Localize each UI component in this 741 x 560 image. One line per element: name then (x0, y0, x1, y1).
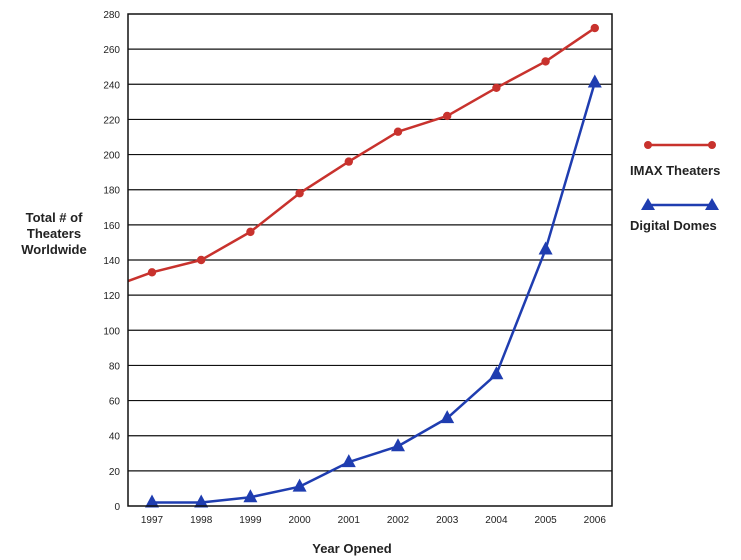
y-tick-label: 220 (103, 115, 120, 126)
y-axis-ticks: 0 20 40 60 80 100 120 140 160 180 200 220 240 260 280 (103, 10, 120, 513)
data-point (541, 57, 550, 66)
x-tick-label: 2001 (338, 515, 361, 526)
data-point (489, 366, 504, 380)
data-point (344, 157, 353, 166)
series-group (127, 23, 602, 508)
grid-lines (128, 48, 612, 472)
y-tick-label: 160 (103, 221, 120, 232)
legend-domes-marker-left (641, 198, 655, 210)
data-point (538, 241, 553, 255)
data-point (295, 189, 304, 198)
data-point (341, 454, 356, 468)
x-axis-ticks: 1997 1998 1999 2000 2001 2002 2003 2004 2005 2006 (141, 515, 606, 526)
y-tick-label: 280 (103, 10, 120, 21)
y-tick-label: 60 (109, 397, 121, 408)
data-point (292, 478, 307, 492)
data-point (197, 255, 206, 265)
data-point (391, 438, 405, 452)
y-tick-label: 180 (103, 186, 120, 197)
legend-domes-marker-right (705, 198, 719, 210)
data-point (246, 227, 255, 237)
x-tick-label: 2003 (436, 515, 459, 526)
data-point (194, 494, 209, 508)
data-point (393, 127, 403, 136)
legend-imax-label: IMAX Theaters (630, 163, 720, 178)
plot-frame (127, 13, 613, 507)
data-point (440, 410, 455, 424)
y-tick-label: 240 (103, 80, 120, 91)
y-tick-label: 120 (103, 291, 120, 302)
data-point (147, 268, 157, 277)
x-tick-label: 2000 (288, 515, 311, 526)
data-point (145, 494, 159, 508)
y-tick-label: 260 (103, 45, 120, 56)
y-tick-label: 40 (109, 432, 121, 443)
legend-imax-marker-right (708, 141, 716, 149)
series-line-1 (152, 82, 596, 504)
data-point (492, 83, 501, 93)
y-axis-title-line-2: Theaters (27, 226, 81, 241)
legend-domes-label: Digital Domes (630, 218, 717, 233)
y-axis-title-line-3: Worldwide (21, 242, 86, 257)
y-axis-title-line-1: Total # of (26, 210, 83, 225)
y-tick-label: 140 (103, 256, 120, 267)
x-tick-label: 1998 (190, 515, 213, 526)
x-tick-label: 2006 (584, 515, 607, 526)
y-axis-title: Total # of Theaters Worldwide (21, 210, 86, 257)
data-point (590, 23, 599, 33)
x-tick-label: 2004 (485, 515, 508, 526)
legend-imax-marker-left (644, 141, 652, 149)
y-tick-label: 100 (103, 326, 120, 337)
x-tick-label: 2005 (534, 515, 557, 526)
legend: IMAX Theaters Digital Domes (630, 141, 720, 233)
y-tick-label: 20 (109, 467, 121, 478)
y-tick-label: 80 (109, 361, 121, 372)
data-point (443, 111, 452, 121)
y-tick-label: 0 (114, 502, 120, 513)
x-tick-label: 1999 (239, 515, 262, 526)
data-point (587, 74, 602, 88)
y-tick-label: 200 (103, 151, 120, 162)
data-point (243, 489, 258, 503)
x-axis-title: Year Opened (312, 541, 392, 556)
x-tick-label: 2002 (387, 515, 410, 526)
x-tick-label: 1997 (141, 515, 164, 526)
